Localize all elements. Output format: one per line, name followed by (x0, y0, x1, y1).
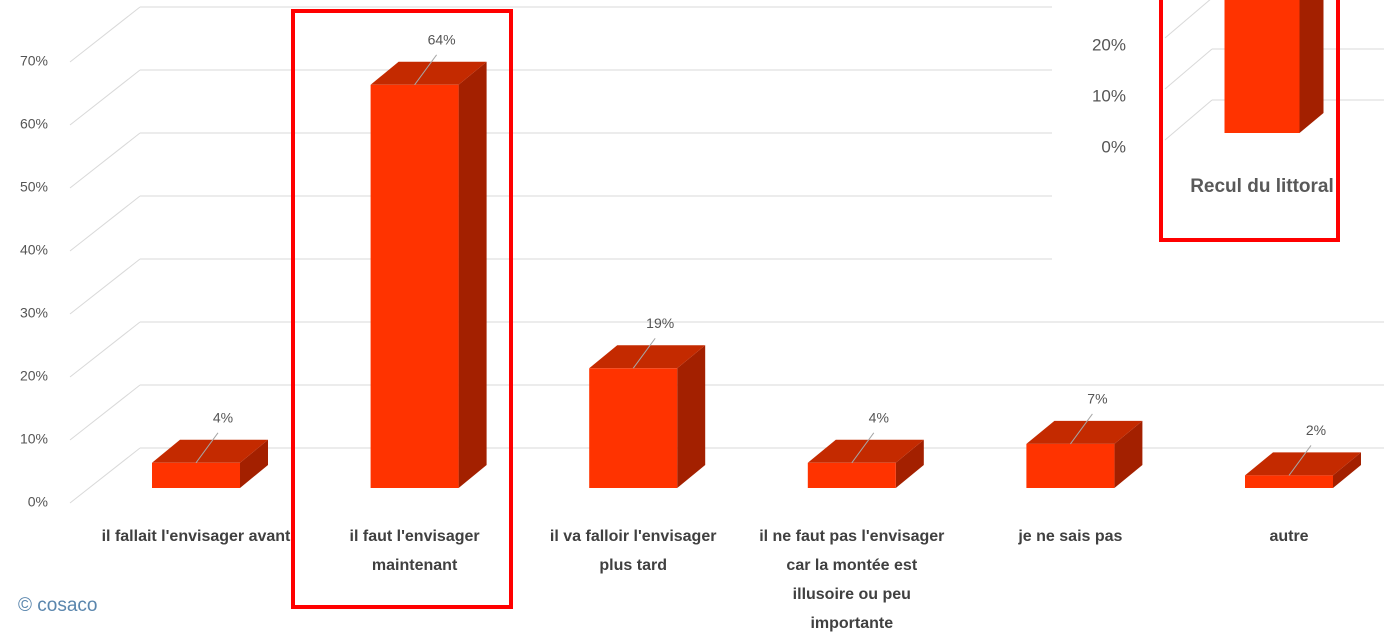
grid-line-side (69, 132, 141, 189)
category-label: Recul du littoral (1190, 176, 1334, 197)
category-label: je ne sais pas (1018, 528, 1123, 545)
bar-side (1333, 452, 1361, 488)
grid-line-side (69, 195, 141, 252)
y-tick-label: 30% (20, 305, 48, 321)
value-label: 19% (646, 315, 674, 331)
category-label: il fallait l'envisager avant (101, 528, 291, 545)
bar-top (370, 61, 487, 85)
bar-front (1026, 443, 1115, 488)
value-label: 4% (213, 410, 233, 426)
bar (370, 61, 487, 489)
grid-line-side (69, 384, 141, 441)
y-tick-label: 70% (20, 53, 48, 69)
bar (1224, 0, 1324, 133)
bar-side (895, 439, 924, 488)
bar-top (1245, 452, 1361, 476)
leader-line (195, 432, 219, 464)
category-label: il va falloir l'envisager plus tard (549, 528, 717, 574)
leader-line (414, 54, 438, 86)
bar-side (1114, 420, 1143, 488)
bar-front (152, 462, 240, 488)
category-label: il ne faut pas l'envisager car la montée… (759, 528, 945, 632)
value-label: 64% (428, 32, 456, 48)
bar-front (1224, 0, 1300, 133)
main-chart: 0% 10% 20% 30% 40% 50% 60% 70% 4% 64% 19% 4% 7% 2% (20, 6, 1384, 510)
leader-line (851, 432, 875, 464)
bar-side (240, 439, 268, 488)
inset-chart: 0% 10% 20% (1052, 0, 1384, 285)
bar-top (152, 439, 268, 463)
leader-line (632, 338, 656, 369)
y-tick-label: 50% (20, 179, 48, 195)
grid-line-side (1164, 99, 1213, 141)
value-label: 2% (1306, 422, 1326, 438)
bar (152, 439, 268, 488)
bar-front (1245, 475, 1333, 488)
bar-top (807, 439, 924, 463)
value-label: 4% (869, 410, 889, 426)
value-label: 7% (1087, 391, 1107, 407)
bar-top (589, 345, 706, 369)
bar (807, 439, 924, 488)
y-tick-label: 40% (20, 242, 48, 258)
leader-line (1288, 445, 1312, 476)
grid-line-side (1164, 0, 1211, 39)
highlight-box (291, 9, 513, 609)
y-tick-label: 0% (28, 494, 48, 510)
bar-front (370, 84, 459, 489)
category-label: autre (1269, 528, 1309, 545)
bar (589, 345, 706, 488)
bar-front (589, 368, 678, 488)
grid-line-side (1164, 48, 1213, 90)
grid-line-side (69, 258, 141, 315)
bar-side (677, 345, 706, 488)
highlight-box (1159, 0, 1340, 242)
bar-front (807, 462, 896, 488)
bar-side (458, 61, 487, 489)
bar (1245, 452, 1361, 488)
leader-line (1069, 413, 1093, 445)
y-tick-label: 20% (20, 368, 48, 384)
category-label: Sta d (1335, 169, 1384, 205)
grid-line-side (69, 447, 141, 504)
y-tick-label: 0% (1101, 137, 1126, 156)
y-tick-label: 10% (1092, 86, 1126, 105)
category-label: il faut l'envisager maintenant (349, 528, 480, 574)
y-tick-label: 20% (1092, 35, 1126, 54)
bar (1026, 420, 1143, 488)
inset-background (1052, 0, 1384, 285)
grid-line-side (69, 321, 141, 378)
copyright: © cosaco (18, 595, 98, 616)
y-tick-label: 60% (20, 116, 48, 132)
bar-top (1026, 420, 1143, 444)
grid-line-side (69, 6, 141, 63)
grid-line-side (69, 69, 141, 126)
y-tick-label: 10% (20, 431, 48, 447)
bar-side (1299, 0, 1324, 133)
